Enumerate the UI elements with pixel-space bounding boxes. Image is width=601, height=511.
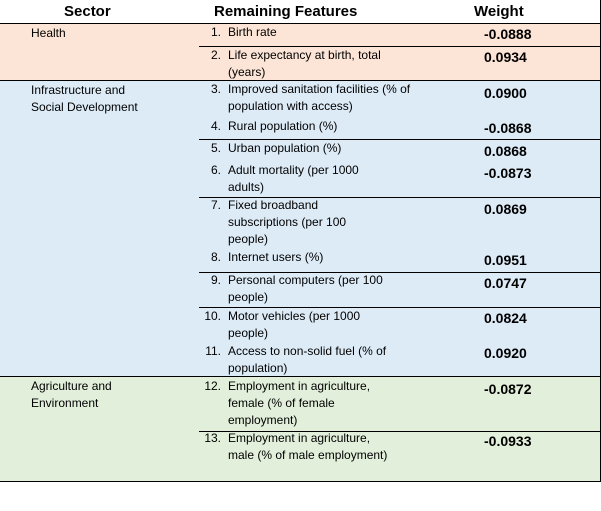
row-divider	[199, 307, 601, 308]
header-border	[0, 23, 601, 24]
feature-label: Improved sanitation facilities (% of pop…	[228, 82, 411, 113]
sector-name-health: Health	[31, 26, 66, 40]
row-divider	[199, 272, 601, 273]
weight-value: -0.0872	[484, 381, 532, 397]
feature-label: Life expectancy at birth, total (years)	[228, 48, 381, 79]
sector-band-infrastructure	[0, 80, 601, 376]
feature-label: Fixed broadband subscriptions (per 100 p…	[228, 198, 347, 246]
row-number: 1.	[210, 25, 221, 39]
sector-band-agriculture	[0, 376, 601, 482]
feature-label: Motor vehicles (per 1000 people)	[228, 309, 361, 340]
weight-value: 0.0869	[484, 201, 527, 217]
infrastructure-bottom-border	[0, 376, 601, 377]
feature-label: Access to non-solid fuel (% of populatio…	[228, 344, 387, 375]
weight-value: -0.0933	[484, 433, 532, 449]
weight-value: 0.0900	[484, 85, 527, 101]
weight-value: 0.0934	[484, 49, 527, 65]
feature-label: Birth rate	[228, 25, 277, 39]
weight-value: -0.0873	[484, 165, 532, 181]
weight-value: 0.0920	[484, 345, 527, 361]
row-divider	[199, 197, 601, 198]
weight-value: 0.0824	[484, 310, 527, 326]
header-weight: Weight	[474, 3, 524, 20]
row-number: 6.	[210, 163, 221, 177]
sector-name-agriculture: Agriculture and Environment	[31, 379, 112, 410]
row-number: 7.	[210, 198, 221, 212]
weight-value: -0.0868	[484, 120, 532, 136]
row-divider	[199, 139, 601, 140]
weight-value: 0.0951	[484, 252, 527, 268]
sector-band-health	[0, 24, 601, 80]
weight-value: -0.0888	[484, 26, 532, 42]
row-number: 12.	[204, 379, 221, 393]
feature-label: Rural population (%)	[228, 119, 338, 133]
sector-name-infrastructure: Infrastructure and Social Development	[31, 83, 138, 114]
feature-label: Personal computers (per 100 people)	[228, 273, 383, 304]
row-number: 13.	[204, 431, 221, 445]
row-number: 2.	[210, 48, 221, 62]
feature-label: Internet users (%)	[228, 250, 324, 264]
row-divider	[199, 431, 601, 432]
weight-value: 0.0747	[484, 275, 527, 291]
row-number: 5.	[210, 141, 221, 155]
row-number: 4.	[210, 119, 221, 133]
header-remaining-features: Remaining Features	[214, 3, 358, 20]
row-number: 11.	[205, 344, 221, 358]
feature-label: Employment in agriculture, male (% of ma…	[228, 431, 388, 462]
row-number: 10.	[204, 309, 221, 323]
row-divider	[199, 46, 601, 47]
row-number: 8.	[210, 250, 221, 264]
header-sector: Sector	[64, 3, 111, 20]
feature-label: Adult mortality (per 1000 adults)	[228, 163, 359, 194]
weight-value: 0.0868	[484, 143, 527, 159]
health-bottom-border	[0, 80, 601, 81]
row-number: 3.	[210, 82, 221, 96]
row-number: 9.	[210, 273, 221, 287]
feature-label: Urban population (%)	[228, 141, 342, 155]
table-bottom-border	[0, 481, 601, 482]
feature-label: Employment in agriculture, female (% of …	[228, 379, 371, 427]
